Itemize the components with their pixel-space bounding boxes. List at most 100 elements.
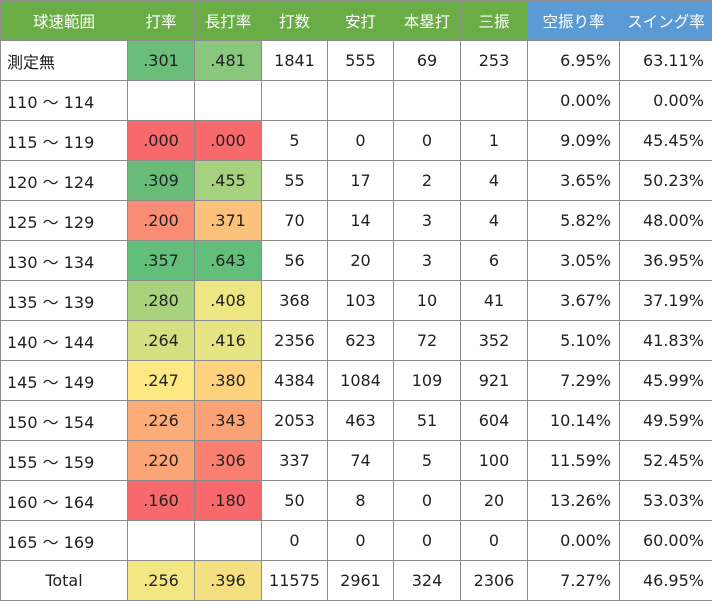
at-bats-cell: 70 [261,200,328,241]
swing-rate-cell: 49.59% [619,400,712,441]
header-swing-rate: スイング率 [619,0,712,41]
header-strikeouts: 三振 [460,0,528,41]
whiff-rate-cell: 3.05% [527,240,620,281]
home-runs-cell: 10 [393,280,461,321]
slugging-cell [194,520,262,561]
hits-cell [327,80,394,121]
batting-average-cell: .309 [127,160,195,201]
batting-average-cell: .256 [127,560,195,601]
hits-cell: 463 [327,400,394,441]
strikeouts-cell: 41 [460,280,528,321]
slugging-cell: .396 [194,560,262,601]
slugging-cell: .180 [194,480,262,521]
batting-average-cell [127,520,195,561]
hits-cell: 0 [327,520,394,561]
table-row: 150 ～ 154.226.343 2053 463 51 604 10.14% 49.59… [0,400,712,441]
speed-range-cell: 130 ～ 134 [0,240,128,281]
home-runs-cell: 3 [393,200,461,241]
at-bats-cell: 11575 [261,560,328,601]
batting-average-cell: .200 [127,200,195,241]
batting-average-cell: .220 [127,440,195,481]
whiff-rate-cell: 3.65% [527,160,620,201]
swing-rate-cell: 41.83% [619,320,712,361]
swing-rate-cell: 48.00% [619,200,712,241]
batting-average-cell: .280 [127,280,195,321]
header-batting-average: 打率 [127,0,195,41]
slugging-cell: .416 [194,320,262,361]
batting-average-cell: .357 [127,240,195,281]
header-slugging: 長打率 [194,0,262,41]
speed-range-cell: 135 ～ 139 [0,280,128,321]
strikeouts-cell: 1 [460,120,528,161]
swing-rate-cell: 45.45% [619,120,712,161]
whiff-rate-cell: 7.29% [527,360,620,401]
speed-range-cell: 測定無 [0,40,128,81]
slugging-cell: .343 [194,400,262,441]
table-row: 120 ～ 124.309.455 55 17 2 4 3.65% 50.23% [0,160,712,201]
swing-rate-cell: 45.99% [619,360,712,401]
speed-range-cell: 160 ～ 164 [0,480,128,521]
whiff-rate-cell: 13.26% [527,480,620,521]
at-bats-cell: 2053 [261,400,328,441]
home-runs-cell: 0 [393,480,461,521]
at-bats-cell [261,80,328,121]
strikeouts-cell: 0 [460,520,528,561]
at-bats-cell: 55 [261,160,328,201]
at-bats-cell: 5 [261,120,328,161]
swing-rate-cell: 52.45% [619,440,712,481]
whiff-rate-cell: 5.10% [527,320,620,361]
swing-rate-cell: 0.00% [619,80,712,121]
hits-cell: 8 [327,480,394,521]
table-row: 測定無 .301.481 1841 555 69 253 6.95% 63.11% [0,40,712,81]
hits-cell: 17 [327,160,394,201]
strikeouts-cell: 604 [460,400,528,441]
whiff-rate-cell: 5.82% [527,200,620,241]
home-runs-cell: 0 [393,520,461,561]
home-runs-cell: 0 [393,120,461,161]
slugging-cell: .380 [194,360,262,401]
strikeouts-cell: 20 [460,480,528,521]
speed-range-cell: 145 ～ 149 [0,360,128,401]
strikeouts-cell: 921 [460,360,528,401]
strikeouts-cell: 6 [460,240,528,281]
speed-range-cell: 120 ～ 124 [0,160,128,201]
at-bats-cell: 1841 [261,40,328,81]
batting-average-cell: .000 [127,120,195,161]
home-runs-cell: 51 [393,400,461,441]
header-home-runs: 本塁打 [393,0,461,41]
strikeouts-cell: 352 [460,320,528,361]
hits-cell: 2961 [327,560,394,601]
header-hits: 安打 [327,0,394,41]
slugging-cell: .306 [194,440,262,481]
table-row: 145 ～ 149.247.380 4384 1084 109 921 7.29% 45.9… [0,360,712,401]
header-row: 球速範囲 打率 長打率 打数 安打 本塁打 三振 空振り率 スイング率 [0,0,712,41]
hits-cell: 1084 [327,360,394,401]
speed-range-cell: 150 ～ 154 [0,400,128,441]
swing-rate-cell: 37.19% [619,280,712,321]
table-row: 110 ～ 114 0.00% 0.00% [0,80,712,121]
at-bats-cell: 56 [261,240,328,281]
strikeouts-cell: 4 [460,200,528,241]
home-runs-cell: 5 [393,440,461,481]
table-row: 130 ～ 134.357.643 56 20 3 6 3.05% 36.95% [0,240,712,281]
swing-rate-cell: 50.23% [619,160,712,201]
whiff-rate-cell: 9.09% [527,120,620,161]
swing-rate-cell: 46.95% [619,560,712,601]
table-row: 160 ～ 164.160.180 50 8 0 20 13.26% 53.03% [0,480,712,521]
strikeouts-cell: 253 [460,40,528,81]
slugging-cell: .000 [194,120,262,161]
speed-range-cell: 155 ～ 159 [0,440,128,481]
swing-rate-cell: 60.00% [619,520,712,561]
whiff-rate-cell: 6.95% [527,40,620,81]
at-bats-cell: 2356 [261,320,328,361]
home-runs-cell: 324 [393,560,461,601]
at-bats-cell: 4384 [261,360,328,401]
whiff-rate-cell: 3.67% [527,280,620,321]
slugging-cell [194,80,262,121]
swing-rate-cell: 36.95% [619,240,712,281]
table-body: 測定無 .301.481 1841 555 69 253 6.95% 63.11% 110 ～ … [0,40,712,601]
batting-average-cell: .301 [127,40,195,81]
hits-cell: 0 [327,120,394,161]
strikeouts-cell: 2306 [460,560,528,601]
